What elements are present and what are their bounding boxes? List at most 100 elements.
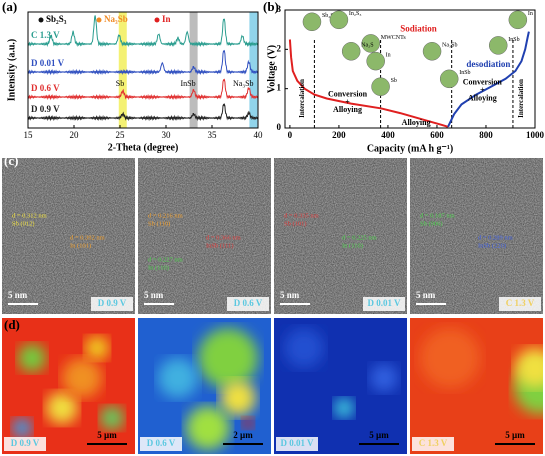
y-axis-label: Intensity (a.u.) [6, 39, 17, 102]
panel-label: (b) [263, 0, 279, 14]
particle-label: In₂S₃ [349, 11, 362, 17]
lattice-note: Sb (012) [12, 220, 35, 227]
xrd-trace [27, 78, 259, 101]
lattice-note: In (110) [342, 242, 363, 249]
scale-label: 5 µm [97, 430, 117, 440]
lattice-note: d = 0.227 nm [148, 256, 183, 263]
hrtem-texture [274, 158, 407, 314]
state-badge [276, 437, 318, 451]
state-label: C 1.3 V [506, 298, 535, 308]
peak-label: Na₃Sb [233, 79, 254, 88]
state-label: D 0.01 V [367, 298, 401, 308]
eds-map [410, 318, 543, 454]
state-badge [91, 297, 133, 311]
x-tick-label: 35 [208, 130, 218, 140]
eds-map [274, 318, 407, 454]
highlight-band [249, 12, 258, 128]
particle [366, 51, 385, 71]
series-label: Sodiation [400, 24, 437, 34]
particle [422, 42, 442, 61]
xrd-trace [27, 15, 259, 48]
scale-label: 5 nm [8, 290, 28, 300]
particle-label: In [386, 53, 391, 59]
x-tick-label: 25 [116, 130, 126, 140]
lattice-note: InSb (220) [478, 242, 506, 249]
map-spot [420, 328, 480, 388]
particle-label: InSb [459, 70, 470, 76]
map-spot [62, 358, 102, 398]
panel-a: C 1.3 V D 0.01 V D 0.6 V D 0.9 V Sb InSb Na₃Sb… [2, 0, 263, 153]
x-axis-label: Capacity (mA h g⁻¹) [367, 143, 453, 154]
scale-label: 5 nm [416, 290, 436, 300]
voltage-curve [288, 39, 449, 128]
state-label: D 0.6 V [234, 298, 263, 308]
particle-label: In [528, 11, 533, 17]
map-spot [46, 392, 78, 424]
peak-label: Sb [116, 79, 124, 88]
x-tick-label: 30 [162, 130, 172, 140]
trace-label: D 0.6 V [31, 83, 60, 93]
highlight-band [189, 12, 198, 128]
map-spot [284, 328, 324, 368]
axes-frame [284, 9, 536, 129]
panel-label: (c) [4, 153, 18, 168]
map-spot [85, 336, 109, 360]
x-tick-label: 40 [254, 130, 264, 140]
map-spot [186, 406, 230, 450]
state-badge [363, 297, 405, 311]
highlight-band [118, 12, 127, 128]
map-spot [370, 364, 398, 392]
legend-entry: Sb₂S₃ [46, 14, 67, 24]
lattice-note: Sb (110) [148, 220, 170, 227]
region-label: Conversion [463, 78, 503, 87]
eds-map [138, 318, 271, 454]
legend-entry: Na₃Sb [104, 14, 128, 24]
particle [439, 69, 459, 89]
map-spot [220, 380, 256, 416]
lattice-note: d = 0.392 nm [70, 234, 105, 241]
map-spot [198, 328, 258, 388]
voltage-curve [447, 31, 530, 128]
map-spot [515, 348, 543, 388]
lattice-note: d = 0.289 nm [478, 234, 513, 241]
panel-label: (a) [2, 0, 17, 14]
region-label: Intercalation [517, 79, 525, 118]
map-spot [12, 418, 32, 438]
region-label: + [480, 85, 485, 94]
y-axis-label: Voltage (V) [266, 45, 277, 93]
particle [302, 12, 322, 32]
lattice-note: d = 0.216 nm [148, 212, 183, 219]
scale-label: 2 µm [233, 430, 253, 440]
region-label: + [345, 97, 350, 106]
legend-entry: In [162, 14, 171, 24]
state-badge [140, 437, 182, 451]
legend-marker [96, 17, 102, 23]
xrd-trace [27, 49, 259, 76]
lattice-note: Sb (101) [284, 220, 307, 227]
state-badge [412, 437, 454, 451]
legend-marker [38, 17, 44, 23]
lattice-note: In (101) [70, 242, 91, 249]
series-label: desodiation [466, 59, 510, 69]
x-tick-label: 200 [332, 130, 346, 140]
particle-label: Sb₂S₃ [322, 13, 336, 19]
x-tick-label: 20 [70, 130, 80, 140]
scale-label: 5 nm [280, 290, 300, 300]
peak-label: InSb [181, 79, 196, 88]
region-label: Alloying [402, 118, 431, 127]
trace-label: C 1.3 V [31, 30, 60, 40]
state-label: C 1.3 V [419, 438, 448, 448]
particle [361, 34, 381, 53]
state-label: D 0.01 V [280, 438, 314, 448]
x-tick-label: 15 [24, 130, 34, 140]
particle [488, 36, 508, 55]
particle-label: Na₃Sb [442, 43, 457, 49]
lattice-note: d = 0.366 nm [206, 234, 241, 241]
map-spot [158, 358, 198, 398]
particle-label: InSb [508, 37, 519, 43]
map-spot [242, 417, 254, 429]
hrtem-texture [410, 158, 543, 314]
x-tick-label: 0 [288, 130, 293, 140]
